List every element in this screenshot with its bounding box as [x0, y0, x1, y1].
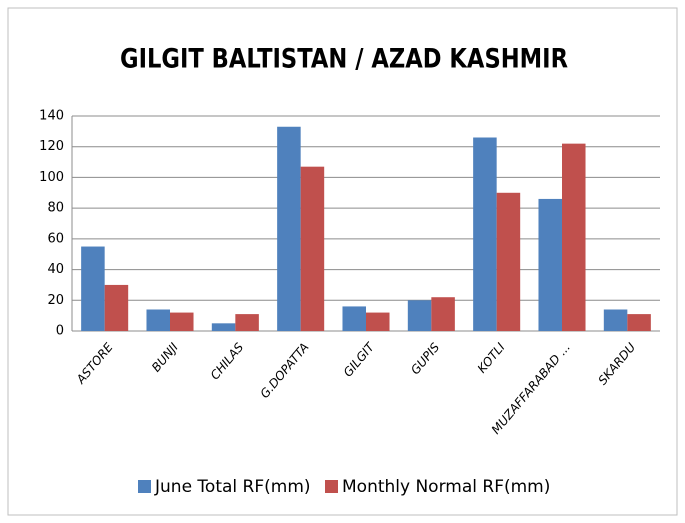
bar: [473, 137, 497, 331]
bar: [366, 312, 390, 331]
y-tick-label: 0: [56, 324, 64, 339]
bar: [104, 284, 129, 331]
legend-label: Monthly Normal RF(mm): [342, 477, 550, 497]
bar: [496, 192, 521, 331]
bar: [538, 198, 562, 331]
chart-title: GILGIT BALTISTAN / AZAD KASHMIR: [120, 44, 568, 75]
y-tick-label: 100: [39, 170, 64, 185]
bar: [300, 166, 325, 331]
y-tick-label: 40: [47, 262, 64, 277]
y-tick-label: 140: [39, 109, 64, 124]
bar: [342, 306, 366, 331]
bar: [211, 323, 236, 331]
bar: [603, 309, 628, 331]
y-tick-label: 80: [47, 201, 64, 216]
bar: [235, 314, 259, 331]
bar: [431, 297, 455, 331]
legend-swatch: [138, 480, 151, 493]
bar: [562, 143, 586, 331]
legend-swatch: [325, 480, 338, 493]
legend-label: June Total RF(mm): [154, 477, 311, 497]
bar: [170, 312, 194, 331]
bar: [146, 309, 170, 331]
bar: [627, 314, 651, 331]
bar: [277, 126, 301, 331]
y-tick-label: 120: [39, 139, 64, 154]
y-tick-label: 60: [47, 231, 64, 246]
bar: [407, 300, 432, 331]
bar: [81, 246, 105, 331]
y-tick-label: 20: [47, 293, 64, 308]
